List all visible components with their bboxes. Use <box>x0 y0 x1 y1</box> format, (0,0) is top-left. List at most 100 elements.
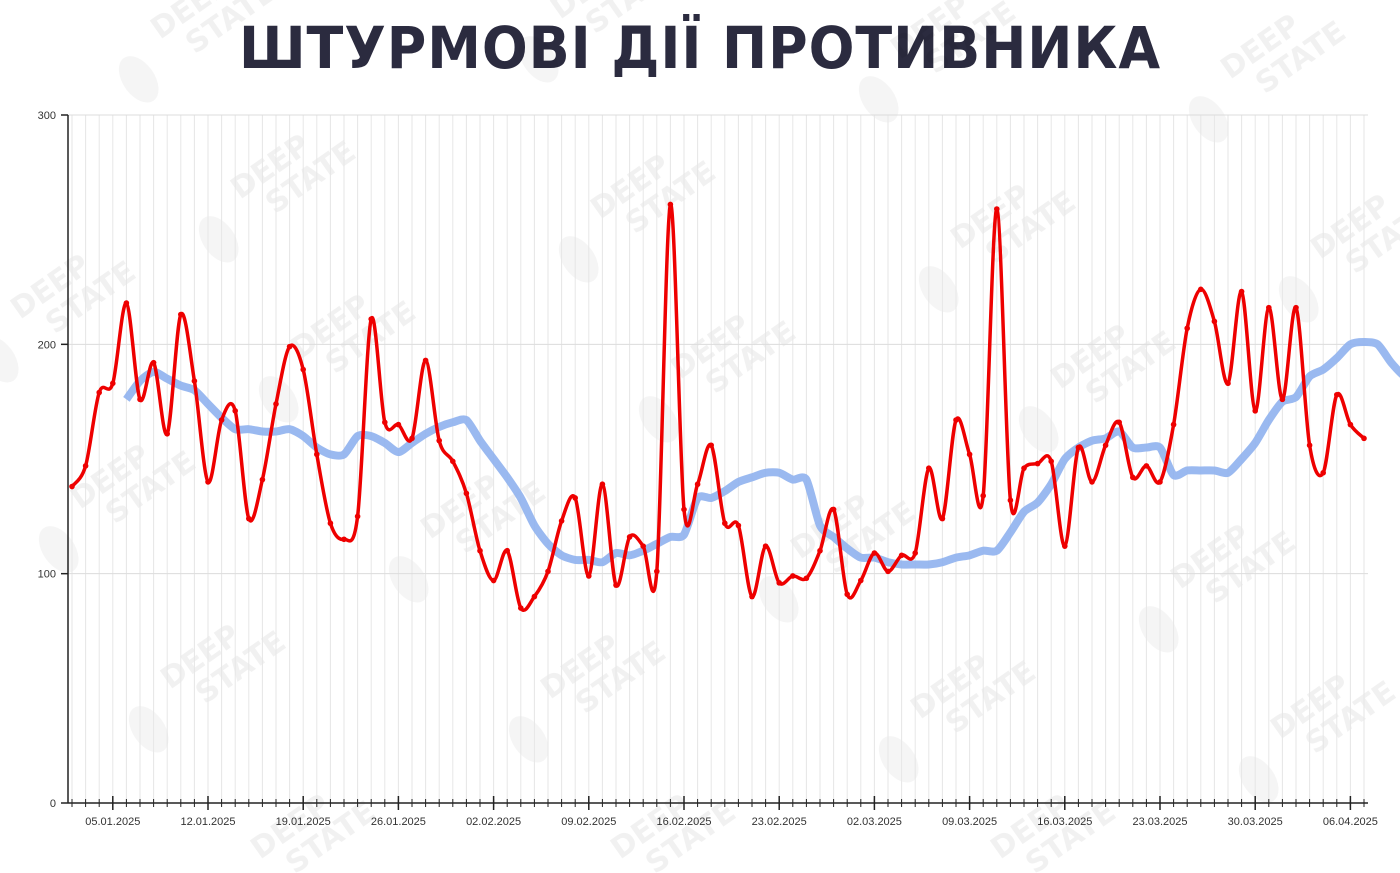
data-point <box>1007 497 1014 504</box>
data-point <box>1089 479 1095 485</box>
data-point <box>450 458 456 465</box>
chart-axes: 0 100 200 300 05.01.2025 12.01.2025 19.01.2025… <box>38 110 1378 828</box>
data-point <box>368 316 375 322</box>
data-point <box>1021 465 1027 471</box>
data-point <box>898 552 905 559</box>
data-point <box>1102 442 1109 449</box>
data-point <box>1157 479 1163 485</box>
data-point <box>599 481 606 488</box>
data-point <box>531 593 538 600</box>
data-point <box>694 481 701 488</box>
data-point <box>259 476 266 483</box>
data-point <box>1130 474 1136 481</box>
data-point <box>885 568 891 575</box>
x-tick-label: 09.02.2025 <box>561 816 616 828</box>
data-point <box>1062 543 1068 549</box>
data-point <box>327 520 334 527</box>
data-point <box>613 582 619 588</box>
data-point <box>463 490 470 497</box>
x-tick-label: 16.03.2025 <box>1037 816 1092 828</box>
data-point <box>626 534 633 540</box>
data-point <box>966 451 973 458</box>
data-point <box>803 575 810 582</box>
data-point <box>504 547 511 554</box>
y-tick-label: 100 <box>38 569 56 581</box>
svg-text:STATE: STATE <box>579 0 682 41</box>
data-point <box>436 437 443 444</box>
data-point <box>191 378 198 384</box>
data-point <box>926 465 932 471</box>
data-point <box>1225 380 1231 387</box>
data-point <box>110 380 116 387</box>
data-point <box>1184 325 1190 332</box>
data-point <box>1320 469 1326 476</box>
data-point <box>681 506 687 513</box>
x-tick-label: 23.03.2025 <box>1132 816 1187 828</box>
data-point <box>300 366 307 373</box>
data-point <box>1198 286 1204 293</box>
average-line <box>123 338 1400 569</box>
x-tick-label: 09.03.2025 <box>942 816 997 828</box>
data-point <box>749 593 755 600</box>
data-point <box>1334 391 1340 398</box>
x-tick-label: 23.02.2025 <box>752 816 807 828</box>
data-point <box>830 506 837 513</box>
data-point <box>1075 444 1082 451</box>
data-point <box>776 580 782 586</box>
data-point <box>1048 458 1054 465</box>
data-point <box>69 483 75 490</box>
x-tick-label: 06.04.2025 <box>1323 816 1378 828</box>
data-point <box>1347 421 1354 428</box>
data-point <box>1361 435 1367 442</box>
data-point <box>205 479 211 485</box>
data-point <box>1266 304 1272 311</box>
data-point <box>164 430 170 437</box>
data-point <box>409 435 415 442</box>
data-point <box>178 311 184 318</box>
data-point <box>939 515 946 522</box>
data-point <box>640 543 646 549</box>
data-point <box>708 442 714 449</box>
data-point <box>490 577 497 584</box>
data-point <box>858 577 864 584</box>
data-point <box>1293 304 1299 311</box>
x-tick-label: 02.02.2025 <box>466 816 521 828</box>
data-point <box>844 591 850 598</box>
data-point <box>545 568 551 575</box>
data-point <box>817 547 823 554</box>
data-point <box>150 359 157 366</box>
data-point <box>137 396 143 403</box>
data-point <box>912 550 918 556</box>
x-tick-label: 12.01.2025 <box>180 816 235 828</box>
x-tick-label: 30.03.2025 <box>1228 816 1283 828</box>
data-point <box>286 343 293 350</box>
x-tick-label: 05.01.2025 <box>85 816 140 828</box>
data-point <box>341 536 347 543</box>
chart-series <box>69 201 1400 612</box>
data-point <box>246 515 252 522</box>
data-point <box>735 522 742 529</box>
data-point <box>1170 421 1177 428</box>
data-point <box>518 605 524 611</box>
data-point <box>477 547 483 554</box>
y-tick-label: 200 <box>38 339 56 351</box>
y-tick-label: 0 <box>50 798 56 810</box>
x-tick-label: 26.01.2025 <box>371 816 426 828</box>
data-point <box>762 543 769 549</box>
data-point <box>654 568 660 575</box>
data-point <box>123 300 130 306</box>
data-point <box>96 389 102 396</box>
data-point <box>1279 396 1286 403</box>
chart-grid <box>68 114 1368 804</box>
data-point <box>667 201 674 208</box>
data-point <box>273 401 279 407</box>
